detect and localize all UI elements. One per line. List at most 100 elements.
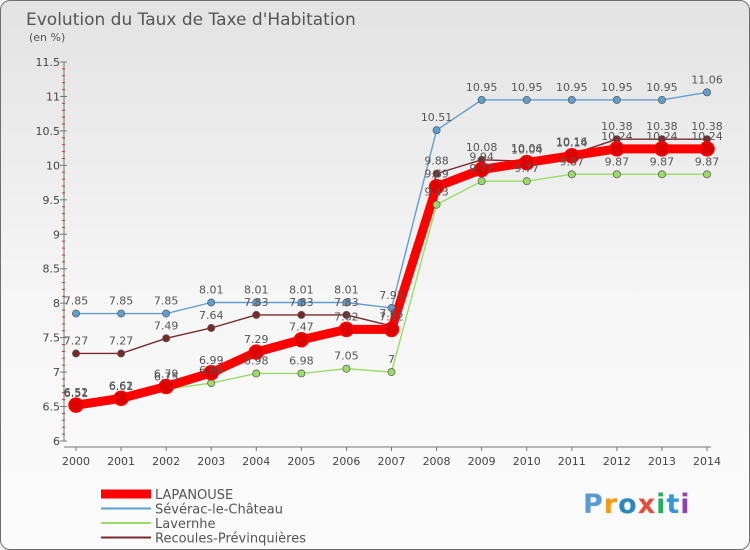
legend-label-1: Sévérac-le-Château bbox=[155, 503, 283, 518]
data-point bbox=[72, 349, 80, 358]
data-point bbox=[518, 154, 535, 171]
data-point bbox=[338, 321, 355, 338]
data-label: 10.95 bbox=[511, 81, 543, 94]
x-tick-label: 2009 bbox=[468, 455, 496, 468]
data-label: 9.77 bbox=[469, 162, 494, 175]
data-label: 10.38 bbox=[646, 120, 678, 133]
data-labels: 6.52 6.62 6.79 6.99 7.29 7.47 7.62 7.62 9.69 9.94… bbox=[64, 73, 723, 400]
x-tick-label: 2006 bbox=[332, 455, 360, 468]
data-label: 7.29 bbox=[244, 333, 269, 346]
data-point bbox=[699, 141, 715, 157]
data-point bbox=[203, 365, 219, 381]
data-point bbox=[657, 170, 666, 179]
data-label: 11.06 bbox=[691, 73, 723, 86]
data-point bbox=[432, 200, 441, 209]
logo-letter: o bbox=[618, 489, 638, 520]
x-tick-label: 2013 bbox=[648, 455, 676, 468]
data-point bbox=[477, 177, 486, 186]
data-label: 6.99 bbox=[199, 354, 224, 367]
logo-letter: x bbox=[637, 489, 657, 520]
data-label: 8.01 bbox=[199, 283, 224, 296]
logo-letter: t bbox=[666, 489, 681, 520]
y-tick-label: 8 bbox=[53, 297, 60, 310]
data-point bbox=[342, 310, 351, 319]
data-label: 9.94 bbox=[469, 150, 494, 163]
data-label: 9.69 bbox=[424, 168, 449, 181]
data-label: 10.51 bbox=[421, 111, 453, 124]
y-tick-label: 6 bbox=[53, 435, 60, 448]
data-label: 6.98 bbox=[289, 354, 314, 367]
data-point bbox=[162, 309, 171, 318]
x-tick-label: 2012 bbox=[603, 455, 631, 468]
data-point bbox=[158, 378, 174, 395]
x-tick-label: 2000 bbox=[62, 455, 90, 468]
data-label: 7 bbox=[388, 353, 395, 366]
data-label: 10.04 bbox=[511, 144, 543, 157]
data-label: 7.64 bbox=[199, 309, 224, 322]
data-label: 6.79 bbox=[154, 368, 179, 381]
data-label: 10.95 bbox=[466, 81, 498, 94]
logo-letter: i bbox=[656, 489, 667, 520]
data-point bbox=[117, 309, 126, 318]
data-label: 10.38 bbox=[601, 120, 633, 133]
data-label: 9.87 bbox=[695, 155, 720, 168]
legend-label-2: Lavernhe bbox=[155, 517, 216, 532]
data-point bbox=[162, 334, 171, 343]
data-point bbox=[117, 349, 126, 358]
data-label: 10.95 bbox=[556, 81, 588, 94]
data-label: 10.14 bbox=[556, 137, 588, 150]
data-label: 7.67 bbox=[379, 307, 404, 320]
data-label: 9.88 bbox=[424, 155, 449, 168]
data-label: 10.24 bbox=[646, 130, 678, 143]
x-tick-label: 2003 bbox=[197, 455, 225, 468]
data-point bbox=[428, 178, 445, 195]
data-point bbox=[703, 88, 711, 97]
data-label: 7.83 bbox=[289, 296, 314, 309]
data-label: 9.87 bbox=[605, 155, 630, 168]
data-point bbox=[612, 170, 621, 179]
data-label: 9.87 bbox=[650, 155, 675, 168]
x-tick-label: 2005 bbox=[287, 455, 315, 468]
data-point bbox=[564, 147, 580, 164]
series-points bbox=[68, 88, 715, 413]
y-tick-label: 10.5 bbox=[36, 125, 61, 138]
data-label: 10.06 bbox=[511, 142, 543, 155]
data-label: 6.98 bbox=[244, 354, 269, 367]
data-point bbox=[657, 95, 666, 104]
data-point bbox=[68, 397, 84, 413]
data-point bbox=[113, 390, 129, 407]
x-tick-label: 2002 bbox=[152, 455, 180, 468]
data-label: 6.51 bbox=[64, 387, 89, 400]
x-tick-label: 2014 bbox=[693, 455, 721, 468]
x-tick-label: 2011 bbox=[558, 455, 586, 468]
x-tick-label: 2004 bbox=[242, 455, 270, 468]
data-point bbox=[72, 309, 80, 318]
data-point bbox=[387, 368, 396, 377]
data-label: 10.95 bbox=[646, 81, 678, 94]
y-axis-unit: (en %) bbox=[29, 31, 65, 44]
data-label: 7.85 bbox=[154, 295, 179, 308]
data-label: 9.87 bbox=[560, 155, 585, 168]
data-point bbox=[567, 95, 576, 104]
data-point bbox=[477, 95, 486, 104]
x-tick-label: 2007 bbox=[378, 455, 406, 468]
data-point bbox=[297, 310, 306, 319]
legend-label-0: LAPANOUSE bbox=[155, 488, 233, 503]
data-label: 7.83 bbox=[244, 296, 269, 309]
data-label: 7.47 bbox=[289, 321, 314, 334]
data-point bbox=[522, 177, 531, 186]
proxiti-logo: Proxiti bbox=[583, 489, 691, 520]
axes: 6 6.5 7 7.5 8 8.5 9 9.5 10 10.5 11 11.5 2000 2001 2002… bbox=[36, 56, 722, 468]
data-point bbox=[207, 298, 216, 307]
data-point bbox=[342, 364, 351, 373]
data-point bbox=[387, 304, 396, 312]
y-tick-label: 11 bbox=[46, 90, 60, 103]
data-label: 7.62 bbox=[334, 310, 359, 323]
data-label: 6.61 bbox=[109, 380, 134, 393]
data-point bbox=[654, 141, 670, 157]
data-point bbox=[297, 369, 306, 378]
data-label: 7.93 bbox=[379, 289, 404, 302]
data-label: 6.52 bbox=[64, 386, 89, 399]
